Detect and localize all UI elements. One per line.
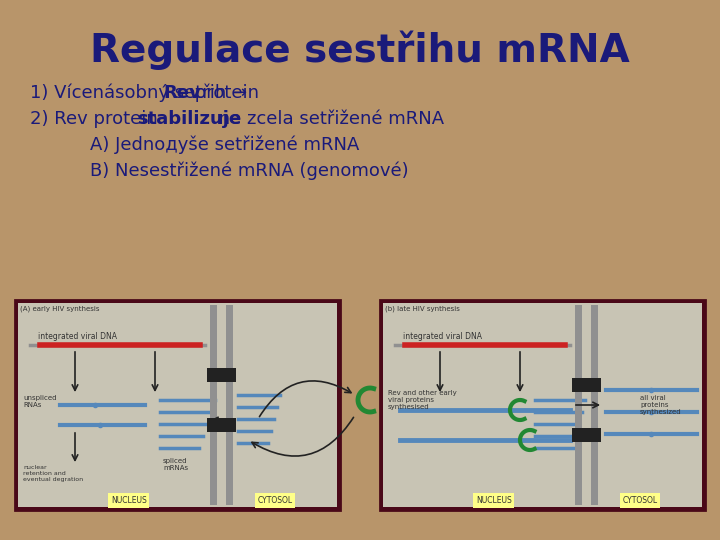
Text: B) Nesestřižené mRNA (genomové): B) Nesestřižené mRNA (genomové) — [90, 162, 409, 180]
Text: spliced
mRNAs: spliced mRNAs — [163, 458, 188, 471]
Text: A) Jednoдуše setřižené mRNA: A) Jednoдуše setřižené mRNA — [90, 136, 359, 154]
Text: protein: protein — [189, 84, 259, 102]
Text: 2) Rev protein: 2) Rev protein — [30, 110, 163, 128]
Text: integrated viral DNA: integrated viral DNA — [403, 332, 482, 341]
Text: all viral
proteins
synthesized: all viral proteins synthesized — [640, 395, 682, 415]
Bar — [591, 305, 598, 505]
Text: integrated viral DNA: integrated viral DNA — [38, 332, 117, 341]
Text: ne zcela setřižené mRNA: ne zcela setřižené mRNA — [213, 110, 444, 128]
Bar — [575, 305, 582, 505]
Text: NUCLEUS: NUCLEUS — [111, 496, 147, 505]
Bar — [572, 378, 601, 392]
Bar — [572, 428, 601, 442]
Text: 1) Vícenásobný setřih →: 1) Vícenásobný setřih → — [30, 84, 253, 103]
Text: unspliced
RNAs: unspliced RNAs — [23, 395, 56, 408]
Bar — [207, 368, 236, 382]
Text: NUCLEUS: NUCLEUS — [476, 496, 512, 505]
Text: nuclear
retention and
eventual degration: nuclear retention and eventual degration — [23, 465, 83, 482]
Bar — [383, 303, 702, 507]
Text: Rev and other early
viral proteins
synthesised: Rev and other early viral proteins synth… — [388, 390, 456, 410]
Bar — [18, 303, 337, 507]
Text: CYTOSOL: CYTOSOL — [622, 496, 657, 505]
Text: Rev: Rev — [163, 84, 201, 102]
Bar — [380, 300, 705, 510]
Text: (b) late HIV synthesis: (b) late HIV synthesis — [385, 305, 460, 312]
Bar — [207, 418, 236, 432]
Bar — [15, 300, 340, 510]
Text: (A) early HIV synthesis: (A) early HIV synthesis — [20, 305, 99, 312]
Text: CYTOSOL: CYTOSOL — [258, 496, 292, 505]
Text: stabilizuje: stabilizuje — [137, 110, 241, 128]
Bar — [210, 305, 217, 505]
Text: Regulace sestřihu mRNA: Regulace sestřihu mRNA — [90, 30, 630, 70]
Bar — [226, 305, 233, 505]
